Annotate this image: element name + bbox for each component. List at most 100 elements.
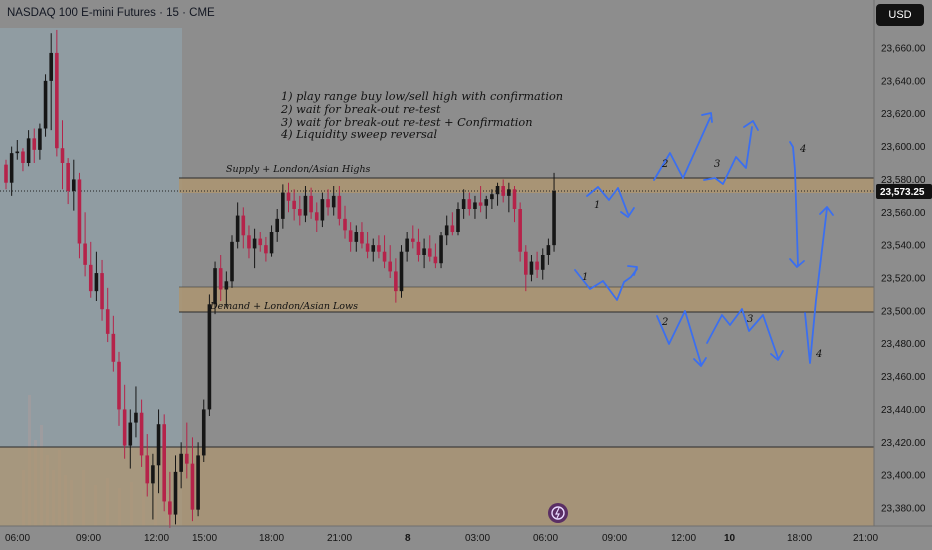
candle — [524, 245, 528, 292]
scenario-markers: 1 1 2 3 4 2 3 4 — [582, 144, 822, 360]
marker-4-top: 4 — [799, 144, 806, 155]
candle — [145, 434, 150, 497]
projection-breakout-up-retest-arrowhead — [743, 120, 759, 131]
supply-zone — [179, 178, 874, 193]
candle — [281, 184, 285, 229]
marker-3-top: 3 — [714, 159, 720, 170]
projection-breakout-up-arrowhead — [701, 112, 713, 123]
candle — [529, 255, 534, 282]
candle — [258, 232, 263, 252]
candle — [224, 271, 229, 308]
candle — [207, 294, 212, 416]
lower-demand-zone — [0, 447, 874, 526]
candle — [122, 384, 127, 459]
candle — [15, 140, 20, 160]
candle — [26, 130, 31, 167]
marker-3-bottom: 3 — [747, 314, 753, 325]
candle — [185, 422, 189, 479]
projection-range-top — [586, 186, 629, 215]
projection-breakdown-arrowhead — [693, 357, 707, 367]
candle — [252, 228, 257, 269]
projection-range-bottom-arrowhead — [627, 265, 638, 276]
projection-breakdown-retest-arrowhead — [770, 350, 784, 361]
candle — [218, 255, 223, 301]
candle — [156, 409, 161, 494]
candle — [484, 195, 489, 219]
candle — [427, 235, 432, 262]
candle — [55, 29, 59, 157]
projection-breakdown-retest — [706, 308, 779, 359]
candle — [326, 189, 330, 216]
time-axis-label: 09:00 — [602, 533, 627, 544]
candle — [230, 235, 234, 288]
demand-zone — [179, 287, 874, 312]
trade-plan-notes: 1) play range buy low/sell high with con… — [281, 90, 564, 142]
candle — [241, 207, 246, 249]
candle — [399, 245, 404, 298]
candle — [535, 251, 539, 278]
price-axis-label: 23,560.00 — [881, 208, 926, 219]
candle — [298, 195, 302, 226]
price-axis-label: 23,580.00 — [881, 175, 926, 186]
time-axis-label: 21:00 — [853, 533, 878, 544]
marker-1-bottom: 1 — [582, 272, 588, 283]
candle — [377, 235, 381, 259]
candle — [320, 192, 325, 228]
time-axis[interactable]: 06:00 09:00 12:00 15:00 18:00 21:00 8 03:00 06:0… — [5, 533, 878, 544]
candle — [360, 222, 364, 249]
candle — [128, 409, 133, 469]
candle — [83, 212, 87, 277]
time-axis-label: 06:00 — [5, 533, 30, 544]
candle — [382, 235, 387, 269]
current-price-tag — [876, 184, 932, 199]
candle — [190, 437, 195, 522]
current-price-label: 23,573.25 — [880, 187, 925, 198]
candle — [21, 148, 25, 172]
projection-range-top-arrowhead — [620, 207, 635, 218]
candle — [490, 189, 494, 209]
candle — [309, 187, 313, 219]
candle — [292, 189, 296, 221]
candle — [94, 251, 99, 301]
supply-zone-label: Supply + London/Asian Highs — [226, 164, 371, 175]
note-line-1: 1) play range buy low/sell high with con… — [281, 90, 564, 103]
price-axis-label: 23,400.00 — [881, 471, 926, 482]
candle — [365, 232, 370, 259]
price-axis-label: 23,440.00 — [881, 405, 926, 416]
candle — [213, 261, 217, 315]
candle — [433, 243, 438, 269]
candle — [444, 215, 449, 246]
candle — [105, 287, 110, 343]
candle — [88, 241, 93, 298]
time-axis-label: 03:00 — [465, 533, 490, 544]
candle — [337, 186, 342, 226]
candle — [286, 182, 291, 213]
candle — [512, 186, 517, 223]
candle — [416, 228, 421, 262]
candle — [247, 225, 251, 259]
projection-breakout-up-retest — [703, 126, 753, 185]
projection-sweep-low-arrowhead — [819, 206, 834, 216]
candle — [139, 399, 144, 467]
time-axis-label: 12:00 — [144, 533, 169, 544]
projection-breakout-up — [653, 117, 711, 181]
price-axis[interactable]: 23,660.00 23,640.00 23,620.00 23,600.00 23,5… — [881, 44, 926, 515]
price-axis-label: 23,640.00 — [881, 76, 926, 87]
alert-icon[interactable] — [548, 503, 568, 523]
candle — [151, 453, 155, 520]
candle — [343, 205, 347, 239]
candle — [507, 182, 511, 213]
candle — [422, 238, 426, 269]
candle — [4, 159, 8, 190]
price-axis-label: 23,660.00 — [881, 44, 926, 55]
candle — [100, 259, 104, 321]
time-axis-label: 10 — [724, 533, 736, 544]
currency-button[interactable]: USD — [876, 4, 924, 26]
time-axis-label: 8 — [405, 533, 411, 544]
candle — [49, 33, 53, 131]
candle — [77, 172, 82, 259]
candle — [117, 351, 121, 426]
time-axis-label: 18:00 — [259, 533, 284, 544]
candle — [134, 386, 138, 438]
